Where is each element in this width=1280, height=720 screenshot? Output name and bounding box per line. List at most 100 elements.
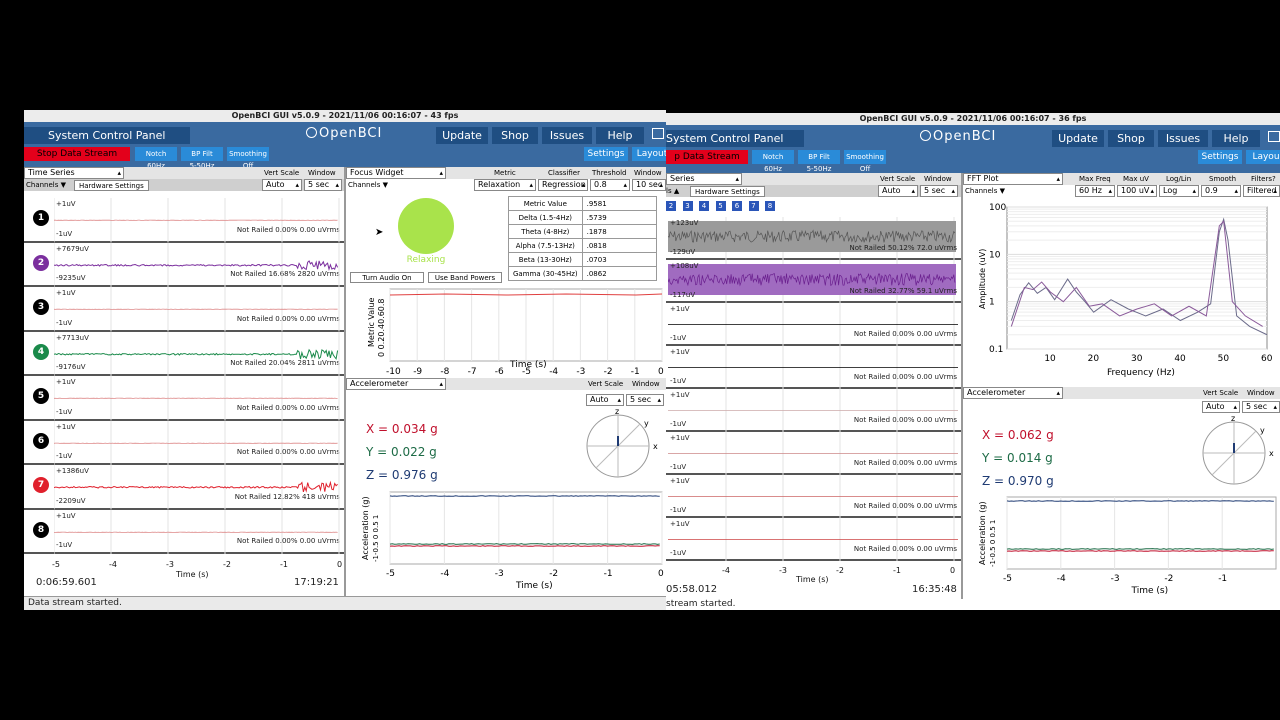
notch-button[interactable]: Notch	[752, 150, 794, 164]
classifier-select[interactable]: Regression	[538, 179, 588, 191]
issues-button[interactable]: Issues	[1158, 130, 1208, 147]
plot-area	[1006, 206, 1268, 350]
vert-scale-select[interactable]: Auto	[878, 185, 918, 197]
channel-scale-top: +123uV	[670, 219, 699, 227]
channel-scale-top: +1uV	[56, 422, 76, 431]
fft-channels-dropdown[interactable]: Channels ▼	[965, 187, 1005, 195]
channel-number-button[interactable]: 5	[33, 388, 49, 405]
band-row: Gamma (30-45Hz) .0862	[508, 266, 657, 281]
channel-toggle-button[interactable]: 3	[682, 201, 693, 211]
accel-vert-scale-select[interactable]: Auto	[1202, 401, 1240, 413]
time-series-widget-select[interactable]: Series	[666, 173, 742, 185]
x-tick-label: 0	[658, 367, 664, 377]
shop-button[interactable]: Shop	[492, 127, 538, 144]
log-lin-select[interactable]: Log	[1159, 185, 1199, 197]
shop-button[interactable]: Shop	[1108, 130, 1154, 147]
band-name: Beta (13-30Hz)	[508, 252, 583, 267]
help-button[interactable]: Help	[596, 127, 644, 144]
accel-vert-scale-label: Vert Scale	[1203, 389, 1239, 397]
channel-scale-bottom: -9235uV	[56, 274, 86, 282]
channels-dropdown[interactable]: Channels ▼	[26, 181, 66, 189]
channel-scale-bottom: -2209uV	[56, 496, 86, 505]
focus-widget-select[interactable]: Focus Widget	[346, 167, 446, 179]
plot-area	[389, 491, 663, 565]
channel-status: Not Railed 16.68% 2820 uVrms	[230, 270, 340, 278]
smooth-label: Smooth	[1209, 175, 1237, 183]
layout-button[interactable]: Layout	[632, 147, 666, 161]
control-bar: p Data Stream Notch 60Hz BP Filt 5-50Hz …	[666, 149, 1280, 174]
layout-button[interactable]: Layou	[1246, 150, 1280, 164]
channel-toggle-button[interactable]: 7	[748, 201, 759, 211]
channel-number-button[interactable]: 6	[33, 432, 49, 449]
turn-audio-on-button[interactable]: Turn Audio On	[350, 272, 424, 283]
bp-filter-button[interactable]: BP Filt	[798, 150, 840, 164]
channel-toggle-button[interactable]: 6	[732, 201, 742, 211]
channel-number-button[interactable]: 8	[33, 521, 49, 538]
channel-scale-bottom: -9176uV	[56, 363, 86, 371]
accel-window-select[interactable]: 5 sec	[626, 394, 664, 406]
window-icon[interactable]	[1268, 131, 1280, 142]
window-select[interactable]: 5 sec	[920, 185, 958, 197]
max-freq-select[interactable]: 60 Hz	[1075, 185, 1115, 197]
band-name: Alpha (7.5-13Hz)	[508, 238, 583, 253]
window-icon[interactable]	[652, 128, 664, 139]
system-control-panel-button[interactable]: System Control Panel	[24, 127, 190, 144]
window-select[interactable]: 5 sec	[304, 179, 342, 191]
channel-toggle-button[interactable]: 5	[715, 201, 726, 211]
help-button[interactable]: Help	[1212, 130, 1260, 147]
accel-window-select[interactable]: 5 sec	[1242, 401, 1280, 413]
issues-button[interactable]: Issues	[542, 127, 592, 144]
smooth-select[interactable]: 0.9	[1201, 185, 1241, 197]
use-band-powers-button[interactable]: Use Band Powers	[428, 272, 502, 283]
threshold-select[interactable]: 0.8	[590, 179, 630, 191]
stop-data-stream-button[interactable]: p Data Stream	[666, 150, 748, 164]
hardware-settings-button[interactable]: Hardware Settings	[690, 186, 765, 197]
channel-number-button[interactable]: 1	[33, 210, 49, 227]
focus-window-select[interactable]: 10 sec	[632, 179, 666, 191]
channel-scale-bottom: -129uV	[670, 248, 696, 256]
band-row: Delta (1.5-4Hz) .5739	[508, 210, 657, 225]
accel-widget-select[interactable]: Accelerometer	[346, 378, 446, 390]
z-line	[1006, 500, 1274, 502]
channel-number-button[interactable]: 2	[33, 254, 49, 271]
settings-button[interactable]: Settings	[1198, 150, 1242, 164]
max-uv-select[interactable]: 100 uV	[1117, 185, 1157, 197]
focus-channels-dropdown[interactable]: Channels ▼	[348, 181, 388, 189]
metric-select[interactable]: Relaxation	[474, 179, 536, 191]
x-tick-label: -4	[440, 569, 449, 579]
axis-x-label: x	[1269, 449, 1274, 458]
bp-filter-button[interactable]: BP Filt	[181, 147, 223, 161]
smoothing-button[interactable]: Smoothing	[844, 150, 886, 164]
channel-toggle-button[interactable]: 8	[765, 201, 775, 211]
channel-scale-top: +1uV	[56, 289, 76, 297]
channel-toggle-button[interactable]: 4	[699, 201, 709, 211]
x-tick-label: -10	[386, 367, 401, 377]
y-tick-labels: -1-0.5 0 0.5 1	[989, 520, 997, 567]
settings-button[interactable]: Settings	[584, 147, 628, 161]
channel-number-button[interactable]: 4	[33, 343, 49, 360]
channels-dropdown[interactable]: ls ▲	[666, 187, 680, 195]
channel-number-button[interactable]: 7	[33, 477, 49, 494]
fft-subheader: Channels ▼ 60 Hz 100 uV Log 0.9 Filtered	[963, 185, 1280, 197]
update-button[interactable]: Update	[436, 127, 488, 144]
time-series-widget-select[interactable]: Time Series	[24, 167, 124, 179]
channel-scale-bottom: -1uV	[56, 229, 73, 238]
bp-filter-value: 5-50Hz	[189, 162, 215, 170]
channel-toggle-button[interactable]: 2	[666, 201, 676, 211]
channel-number-button[interactable]: 3	[33, 299, 49, 316]
smoothing-button[interactable]: Smoothing	[227, 147, 269, 161]
accel-chart: -5 -4 -3 -2 -1 Acceleration (g) -1-0.5 0 0.5 1…	[978, 496, 1277, 596]
accel-widget-select[interactable]: Accelerometer	[963, 387, 1063, 399]
fft-widget-select[interactable]: FFT Plot	[963, 173, 1063, 185]
vert-scale-select[interactable]: Auto	[262, 179, 302, 191]
system-control-panel-button[interactable]: System Control Panel	[666, 130, 804, 147]
accel-vert-scale-select[interactable]: Auto	[586, 394, 624, 406]
notch-button[interactable]: Notch	[135, 147, 177, 161]
time-series-subheader: ls ▲ Hardware Settings Auto 5 sec	[666, 185, 961, 197]
filters-select[interactable]: Filtered	[1243, 185, 1280, 197]
band-power-table: Metric Value .9581 Delta (1.5-4Hz) .5739 The…	[508, 196, 657, 281]
channel-row: +1uV -1uV Not Railed 0.00% 0.00 uVrms	[666, 303, 961, 346]
update-button[interactable]: Update	[1052, 130, 1104, 147]
hardware-settings-button[interactable]: Hardware Settings	[74, 180, 149, 191]
stop-data-stream-button[interactable]: Stop Data Stream	[24, 147, 130, 161]
